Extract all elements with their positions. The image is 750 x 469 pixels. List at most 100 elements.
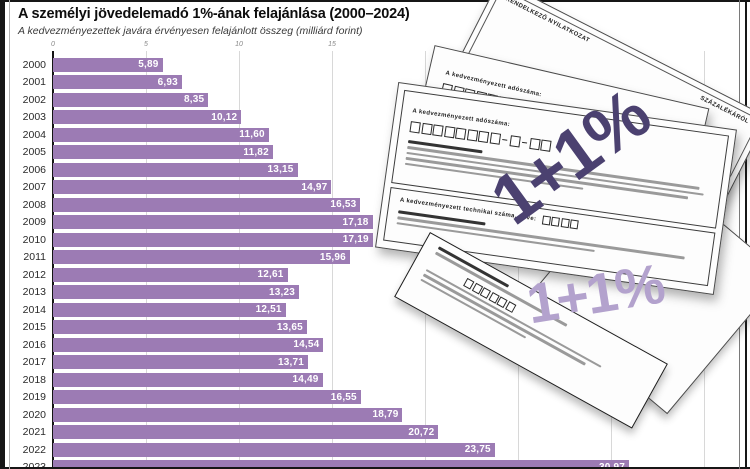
bar-2001: 6,93: [53, 75, 182, 90]
bar-2018: 14,49: [53, 372, 323, 387]
year-label: 2011: [23, 251, 46, 264]
bar-2009: 17,18: [53, 215, 373, 230]
page-edge-line-left: [9, 0, 10, 469]
table-row: 2007 14,97: [0, 179, 750, 197]
year-label: 2002: [22, 93, 46, 106]
table-row: 2014 12,51: [0, 301, 750, 319]
bar-2014: 12,51: [53, 302, 286, 317]
bar-value-label: 18,79: [372, 409, 399, 421]
bar-2012: 12,61: [53, 267, 288, 282]
table-row: 2009 17,18: [0, 214, 750, 232]
bar-value-label: 20,72: [408, 426, 435, 438]
axis-tick-label: 15: [328, 41, 336, 48]
bar-2010: 17,19: [53, 232, 373, 247]
year-label: 2010: [22, 233, 46, 246]
bar-value-label: 13,15: [267, 164, 294, 176]
bar-2019: 16,55: [53, 390, 361, 405]
axis-tick-label: 10: [235, 41, 243, 48]
page-subtitle: A kedvezményezettek javára érvényesen fe…: [18, 25, 363, 37]
bar-2005: 11,82: [53, 145, 273, 160]
table-row: 2022 23,75: [0, 441, 750, 459]
table-row: 2019 16,55: [0, 389, 750, 407]
bar-2021: 20,72: [53, 425, 439, 440]
year-label: 2020: [22, 408, 46, 421]
year-label: 2018: [22, 373, 46, 386]
bar-value-label: 17,19: [342, 234, 369, 246]
table-row: 2008 16,53: [0, 196, 750, 214]
year-label: 2006: [22, 163, 46, 176]
page-border-left: [0, 0, 5, 469]
table-row: 2000 5,89: [0, 56, 750, 74]
bar-value-label: 13,23: [269, 286, 296, 298]
bar-2008: 16,53: [53, 197, 361, 212]
table-row: 2005 11,82: [0, 144, 750, 162]
bar-value-label: 13,71: [277, 356, 304, 368]
bar-value-label: 30,97: [599, 461, 626, 469]
bar-2006: 13,15: [53, 162, 298, 177]
bar-rows: 2000 5,89 2001 6,93 2002 8,35 2003 10,12 2004 11,…: [0, 56, 750, 469]
bar-value-label: 12,61: [257, 269, 284, 281]
table-row: 2016 14,54: [0, 336, 750, 354]
bar-value-label: 11,82: [243, 146, 269, 158]
year-label: 2003: [22, 111, 46, 124]
table-row: 2015 13,65: [0, 319, 750, 337]
table-row: 2018 14,49: [0, 371, 750, 389]
bar-2011: 15,96: [53, 250, 350, 265]
table-row: 2023 30,97: [0, 459, 750, 469]
bar-2017: 13,71: [53, 355, 308, 370]
year-label: 2009: [22, 216, 46, 229]
year-label: 2012: [22, 268, 46, 281]
year-label: 2000: [22, 58, 46, 71]
year-label: 2015: [22, 321, 46, 334]
bar-value-label: 16,55: [330, 391, 357, 403]
bar-2000: 5,89: [53, 57, 163, 72]
table-row: 2010 17,19: [0, 231, 750, 249]
bar-value-label: 17,18: [342, 216, 369, 228]
bar-value-label: 15,96: [319, 251, 346, 263]
year-label: 2019: [22, 391, 46, 404]
axis-tick-label: 5: [144, 41, 148, 48]
page-title: A személyi jövedelemadó 1%-ának felajánl…: [18, 6, 410, 22]
table-row: 2001 6,93: [0, 74, 750, 92]
year-label: 2017: [22, 356, 46, 369]
year-label: 2013: [22, 286, 46, 299]
table-row: 2013 13,23: [0, 284, 750, 302]
bar-value-label: 6,93: [157, 76, 178, 88]
table-row: 2002 8,35: [0, 91, 750, 109]
page-edge-line-right: [739, 0, 740, 469]
bar-chart: 0 5 10 15 2000 5,89 2001 6,93 2002 8,35 2003 10,12…: [0, 40, 750, 469]
year-label: 2014: [22, 303, 46, 316]
year-label: 2001: [22, 76, 46, 89]
table-row: 2020 18,79: [0, 406, 750, 424]
bar-value-label: 14,49: [292, 374, 319, 386]
year-label: 2005: [22, 146, 46, 159]
table-row: 2004 11,60: [0, 126, 750, 144]
bar-value-label: 12,51: [255, 304, 282, 316]
page-border-right: [745, 0, 747, 469]
bar-value-label: 16,53: [330, 199, 357, 211]
bar-value-label: 23,75: [464, 444, 491, 456]
bar-value-label: 14,54: [293, 339, 320, 351]
bar-2003: 10,12: [53, 110, 242, 125]
year-label: 2007: [22, 181, 46, 194]
bar-2016: 14,54: [53, 337, 324, 352]
table-row: 2017 13,71: [0, 354, 750, 372]
table-row: 2006 13,15: [0, 161, 750, 179]
bar-value-label: 8,35: [184, 94, 205, 106]
year-label: 2021: [22, 426, 46, 439]
bar-2007: 14,97: [53, 180, 332, 195]
year-label: 2023: [22, 461, 46, 469]
bar-value-label: 14,97: [301, 181, 328, 193]
year-label: 2022: [22, 443, 46, 456]
bar-2020: 18,79: [53, 407, 403, 422]
year-label: 2004: [22, 128, 46, 141]
year-label: 2016: [22, 338, 46, 351]
axis-tick-label: 0: [51, 41, 55, 48]
table-row: 2011 15,96: [0, 249, 750, 267]
bar-2023: 30,97: [53, 460, 630, 469]
bar-2004: 11,60: [53, 127, 269, 142]
bar-value-label: 13,65: [276, 321, 303, 333]
bar-2022: 23,75: [53, 442, 495, 457]
page-border-top: [0, 0, 750, 2]
